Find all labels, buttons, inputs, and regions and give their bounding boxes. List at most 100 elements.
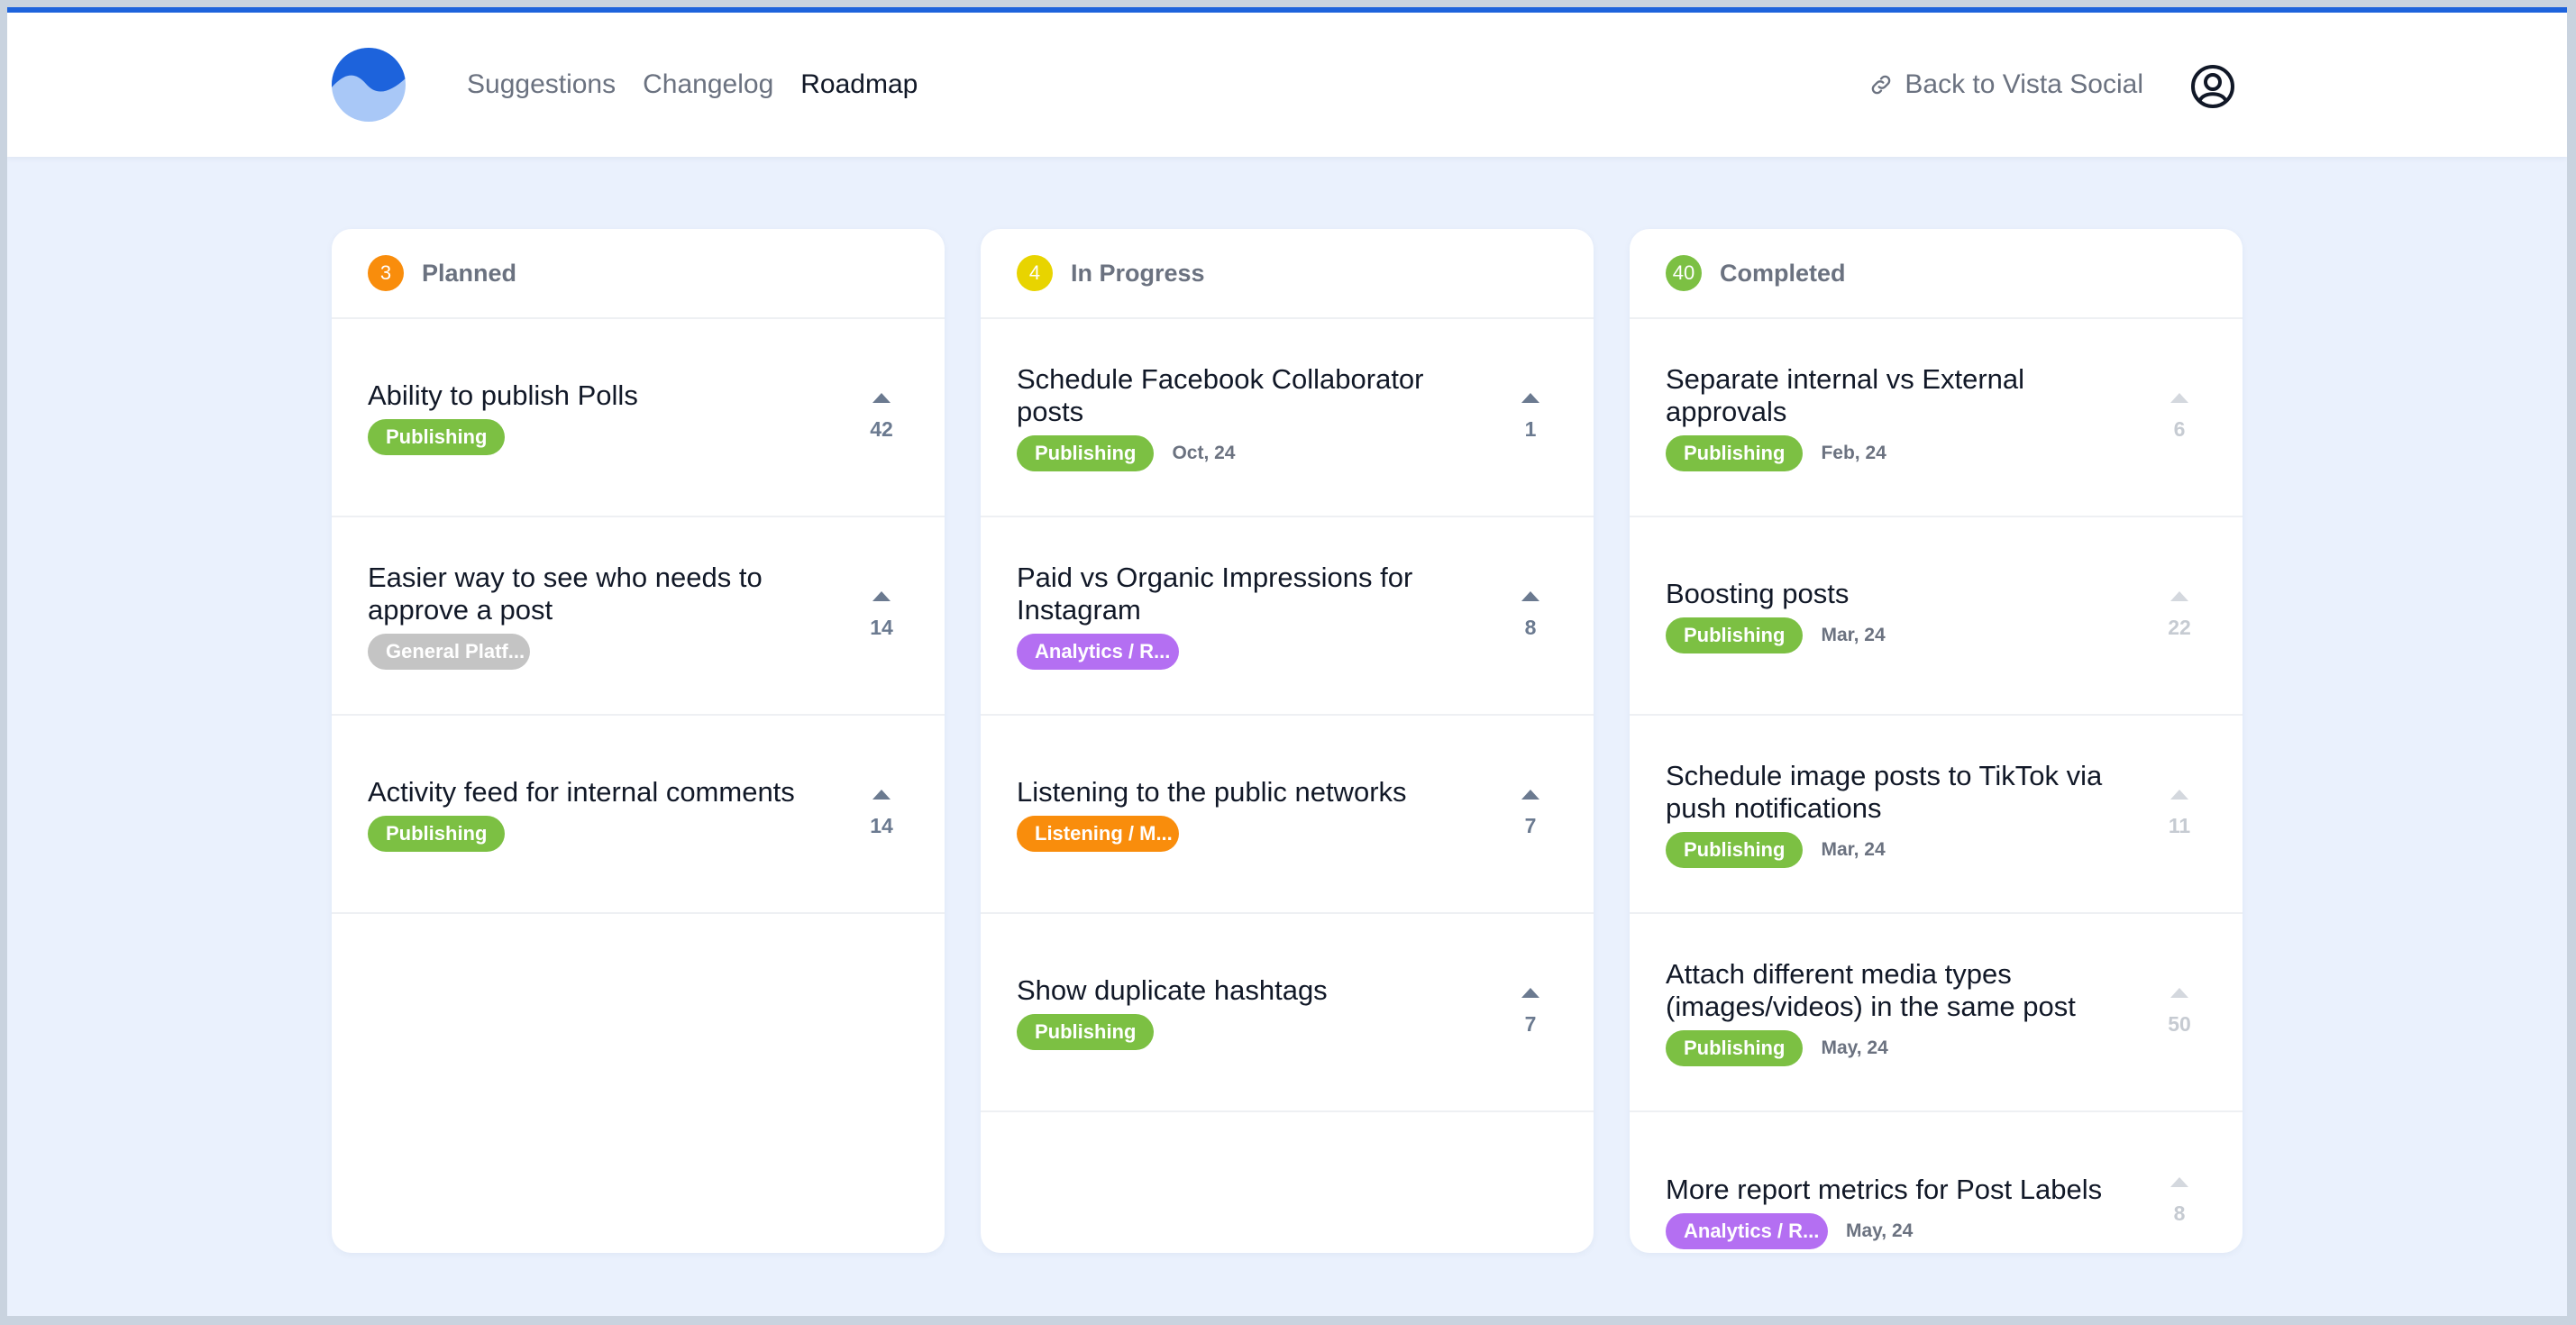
upvote-button[interactable]: 1 bbox=[1503, 393, 1557, 442]
nav-changelog[interactable]: Changelog bbox=[643, 69, 774, 99]
upvote-button[interactable]: 7 bbox=[1503, 988, 1557, 1037]
vote-count: 42 bbox=[870, 417, 893, 441]
caret-up-icon bbox=[2170, 1177, 2188, 1187]
card-title: Schedule image posts to TikTok via push … bbox=[1666, 760, 2103, 824]
roadmap-card[interactable]: Listening to the public networks Listeni… bbox=[981, 716, 1594, 914]
roadmap-card[interactable]: Easier way to see who needs to approve a… bbox=[332, 517, 945, 716]
upvote-button[interactable]: 11 bbox=[2152, 790, 2206, 838]
card-title: More report metrics for Post Labels bbox=[1666, 1174, 2103, 1205]
roadmap-card[interactable]: Show duplicate hashtags Publishing 7 bbox=[981, 914, 1594, 1112]
card-date: Mar, 24 bbox=[1821, 625, 1886, 645]
vote-count: 50 bbox=[2168, 1012, 2191, 1036]
card-title: Schedule Facebook Collaborator posts bbox=[1017, 363, 1424, 427]
category-tag[interactable]: Publishing bbox=[1666, 1030, 1804, 1066]
upvote-button[interactable]: 14 bbox=[854, 591, 909, 640]
back-to-vista-social-link[interactable]: Back to Vista Social bbox=[1868, 13, 2143, 157]
roadmap-board: 3 Planned Ability to publish Polls Publi… bbox=[332, 229, 2243, 1253]
upvote-button[interactable]: 6 bbox=[2152, 393, 2206, 442]
upvote-button[interactable]: 42 bbox=[854, 393, 909, 442]
card-title: Paid vs Organic Impressions for Instagra… bbox=[1017, 562, 1413, 626]
card-date: Oct, 24 bbox=[1172, 443, 1236, 463]
caret-up-icon bbox=[872, 591, 891, 601]
vote-count: 8 bbox=[2173, 1202, 2186, 1225]
user-circle-icon[interactable] bbox=[2190, 64, 2235, 109]
column-header: 4 In Progress bbox=[981, 229, 1594, 319]
card-title: Ability to publish Polls bbox=[368, 379, 638, 411]
vote-count: 11 bbox=[2168, 814, 2191, 837]
roadmap-card[interactable]: Paid vs Organic Impressions for Instagra… bbox=[981, 517, 1594, 716]
card-title: Boosting posts bbox=[1666, 578, 1850, 609]
card-title: Activity feed for internal comments bbox=[368, 776, 795, 808]
card-title: Easier way to see who needs to approve a… bbox=[368, 562, 763, 626]
upvote-button[interactable]: 8 bbox=[1503, 591, 1557, 640]
category-tag[interactable]: Publishing bbox=[1666, 617, 1804, 653]
column-title: Planned bbox=[422, 259, 517, 287]
category-tag[interactable]: General Platf... bbox=[368, 634, 530, 670]
card-date: May, 24 bbox=[1846, 1220, 1914, 1241]
caret-up-icon bbox=[1521, 988, 1539, 998]
main-nav: Suggestions Changelog Roadmap bbox=[467, 13, 918, 157]
caret-up-icon bbox=[2170, 591, 2188, 601]
caret-up-icon bbox=[872, 790, 891, 800]
caret-up-icon bbox=[2170, 988, 2188, 998]
caret-up-icon bbox=[2170, 790, 2188, 800]
card-date: Feb, 24 bbox=[1821, 443, 1886, 463]
category-tag[interactable]: Publishing bbox=[368, 419, 506, 455]
caret-up-icon bbox=[872, 393, 891, 403]
upvote-button[interactable]: 50 bbox=[2152, 988, 2206, 1037]
caret-up-icon bbox=[1521, 591, 1539, 601]
category-tag[interactable]: Publishing bbox=[1666, 832, 1804, 868]
upvote-button[interactable]: 7 bbox=[1503, 790, 1557, 838]
roadmap-card[interactable]: Schedule image posts to TikTok via push … bbox=[1630, 716, 2243, 914]
vote-count: 7 bbox=[1524, 1012, 1537, 1036]
count-badge: 4 bbox=[1017, 255, 1053, 291]
count-badge: 3 bbox=[368, 255, 404, 291]
roadmap-card[interactable]: Activity feed for internal comments Publ… bbox=[332, 716, 945, 914]
upvote-button[interactable]: 8 bbox=[2152, 1177, 2206, 1226]
card-title: Show duplicate hashtags bbox=[1017, 974, 1328, 1006]
column-header: 3 Planned bbox=[332, 229, 945, 319]
upvote-button[interactable]: 22 bbox=[2152, 591, 2206, 640]
roadmap-card[interactable]: Ability to publish Polls Publishing 42 bbox=[332, 319, 945, 517]
caret-up-icon bbox=[1521, 393, 1539, 403]
category-tag[interactable]: Publishing bbox=[1017, 1014, 1155, 1050]
category-tag[interactable]: Publishing bbox=[368, 816, 506, 852]
page: Suggestions Changelog Roadmap Back to Vi… bbox=[7, 7, 2567, 1316]
vote-count: 7 bbox=[1524, 814, 1537, 837]
category-tag[interactable]: Analytics / R... bbox=[1666, 1213, 1828, 1249]
card-date: May, 24 bbox=[1821, 1037, 1888, 1058]
column-title: In Progress bbox=[1071, 259, 1205, 287]
nav-roadmap[interactable]: Roadmap bbox=[800, 69, 918, 99]
roadmap-card[interactable]: Attach different media types (images/vid… bbox=[1630, 914, 2243, 1112]
card-title: Separate internal vs External approvals bbox=[1666, 363, 2025, 427]
column-completed: 40 Completed Separate internal vs Extern… bbox=[1630, 229, 2243, 1253]
card-title: Listening to the public networks bbox=[1017, 776, 1407, 808]
vote-count: 6 bbox=[2173, 417, 2186, 441]
category-tag[interactable]: Publishing bbox=[1017, 435, 1155, 471]
category-tag[interactable]: Analytics / R... bbox=[1017, 634, 1179, 670]
caret-up-icon bbox=[1521, 790, 1539, 800]
card-title: Attach different media types (images/vid… bbox=[1666, 958, 2076, 1022]
upvote-button[interactable]: 14 bbox=[854, 790, 909, 838]
back-link-label: Back to Vista Social bbox=[1905, 69, 2143, 99]
count-badge: 40 bbox=[1666, 255, 1702, 291]
card-date: Mar, 24 bbox=[1821, 839, 1886, 860]
vote-count: 14 bbox=[870, 814, 893, 837]
roadmap-card[interactable]: More report metrics for Post Labels Anal… bbox=[1630, 1112, 2243, 1253]
roadmap-card[interactable]: Separate internal vs External approvals … bbox=[1630, 319, 2243, 517]
column-in-progress: 4 In Progress Schedule Facebook Collabor… bbox=[981, 229, 1594, 1253]
roadmap-card[interactable]: Boosting posts Publishing Mar, 24 22 bbox=[1630, 517, 2243, 716]
top-navigation-bar: Suggestions Changelog Roadmap Back to Vi… bbox=[7, 13, 2567, 157]
column-title: Completed bbox=[1720, 259, 1846, 287]
wave-logo-icon[interactable] bbox=[332, 48, 406, 122]
caret-up-icon bbox=[2170, 393, 2188, 403]
roadmap-card[interactable]: Schedule Facebook Collaborator posts Pub… bbox=[981, 319, 1594, 517]
vote-count: 14 bbox=[870, 616, 893, 639]
nav-suggestions[interactable]: Suggestions bbox=[467, 69, 617, 99]
column-header: 40 Completed bbox=[1630, 229, 2243, 319]
link-icon bbox=[1872, 75, 1891, 95]
category-tag[interactable]: Listening / M... bbox=[1017, 816, 1179, 852]
vote-count: 8 bbox=[1524, 616, 1537, 639]
column-planned: 3 Planned Ability to publish Polls Publi… bbox=[332, 229, 945, 1253]
category-tag[interactable]: Publishing bbox=[1666, 435, 1804, 471]
